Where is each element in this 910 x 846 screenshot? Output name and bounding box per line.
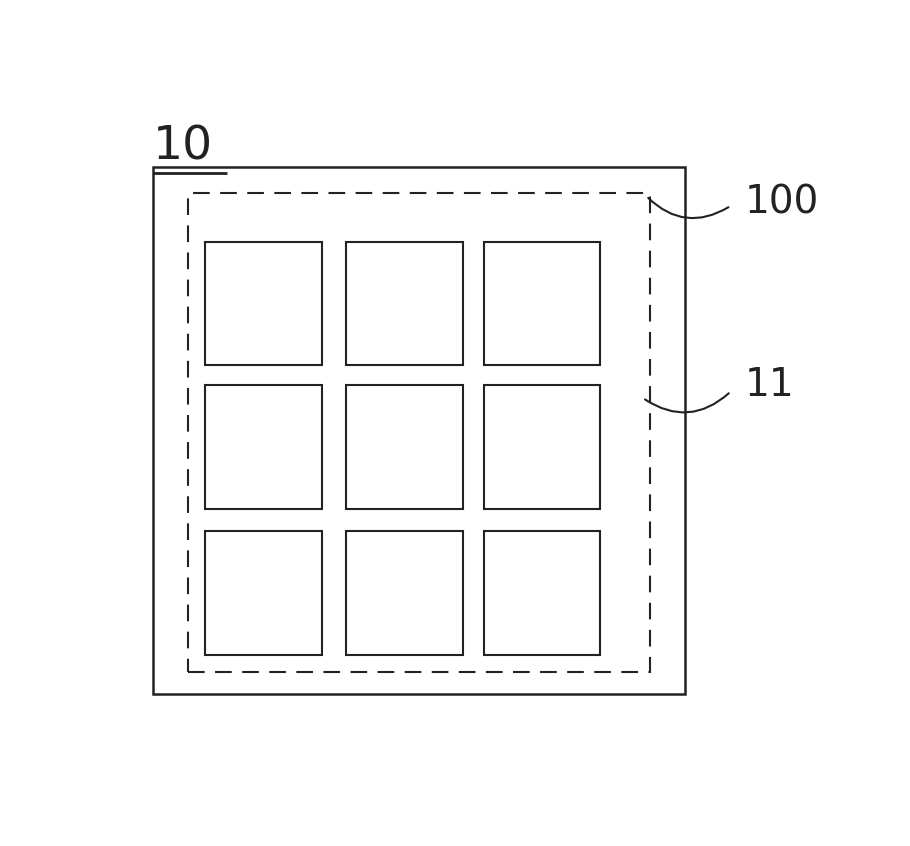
Bar (206, 385, 322, 508)
Bar (206, 242, 322, 365)
Bar (347, 531, 463, 655)
Bar (347, 385, 463, 508)
Bar (484, 242, 601, 365)
Text: 100: 100 (745, 184, 819, 222)
Bar (347, 242, 463, 365)
Bar (206, 531, 322, 655)
Bar (187, 193, 650, 672)
Text: 10: 10 (153, 124, 213, 169)
Bar (153, 167, 685, 695)
Bar (484, 385, 601, 508)
Bar (484, 531, 601, 655)
Text: 11: 11 (745, 365, 794, 404)
